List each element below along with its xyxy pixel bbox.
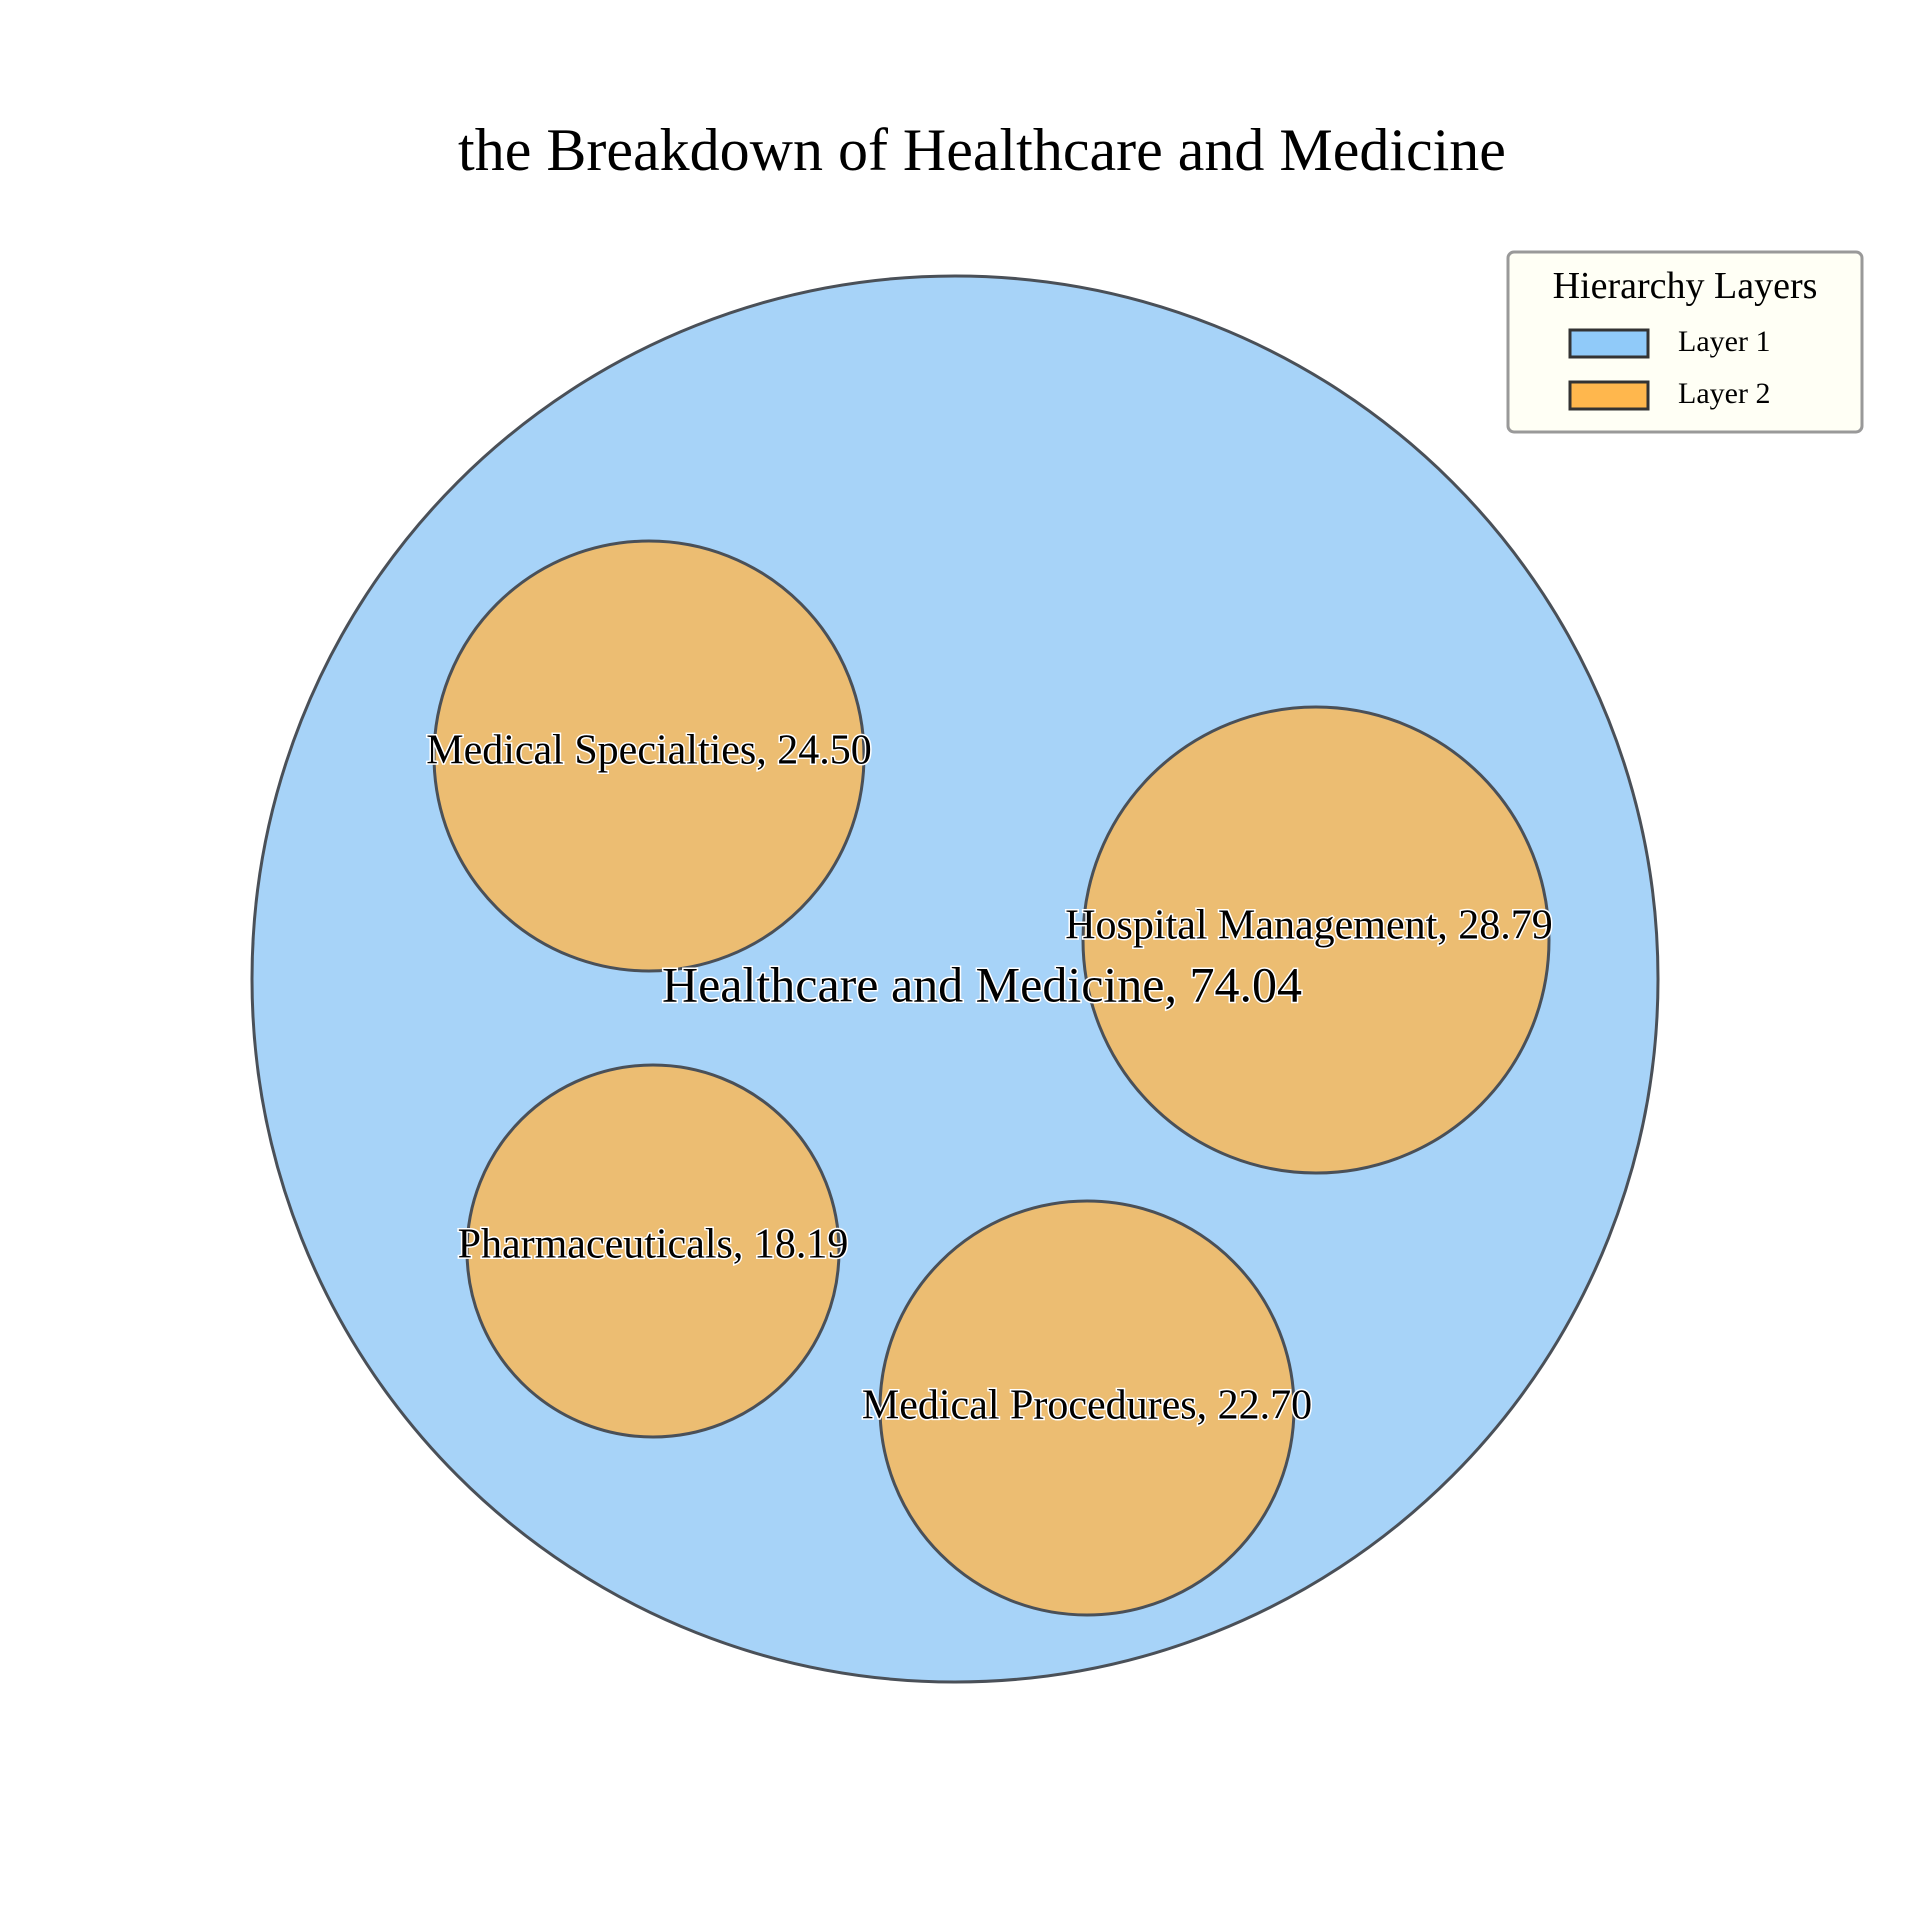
legend-title: Hierarchy Layers (1553, 265, 1818, 307)
labels-group: Medical Specialties, 24.50 Hospital Manag… (425, 726, 1555, 1430)
legend-label-layer-2: Layer 2 (1678, 377, 1770, 410)
legend-swatch-layer-1 (1568, 328, 1650, 359)
label-hospital-management: Hospital Management, 28.79 (1065, 903, 1553, 949)
chart-title: the Breakdown of Healthcare and Medicine (458, 117, 1506, 183)
legend-items: Layer 1 Layer 2 (1568, 325, 1770, 411)
label-medical-specialties: Medical Specialties, 24.50 (426, 728, 872, 774)
circle-medical-procedures (878, 1199, 1296, 1617)
legend-label-layer-1: Layer 1 (1678, 325, 1770, 358)
legend-swatch-layer-2 (1568, 380, 1650, 411)
label-pharmaceuticals: Pharmaceuticals, 18.19 (458, 1222, 849, 1268)
legend: Hierarchy Layers Layer 1 Layer 2 (1506, 250, 1864, 434)
label-healthcare-and-medicine: Healthcare and Medicine, 74.04 (662, 956, 1302, 1012)
circle-pharmaceuticals (465, 1063, 841, 1439)
circles-group (250, 274, 1660, 1684)
circle-medical-specialties (432, 539, 866, 973)
label-medical-procedures: Medical Procedures, 22.70 (862, 1383, 1312, 1429)
circle-hospital-management (1081, 705, 1551, 1175)
